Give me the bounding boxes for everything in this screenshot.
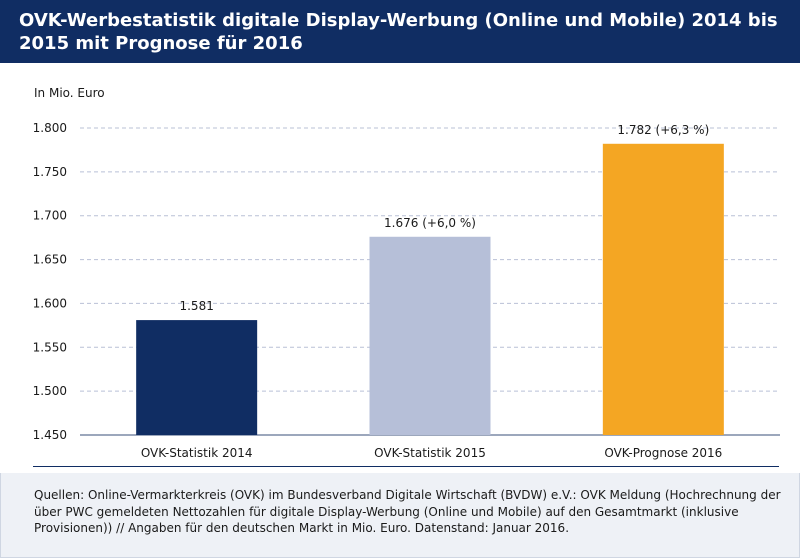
- bar: [602, 143, 724, 435]
- y-tick-label: 1.750: [33, 165, 67, 179]
- data-label: 1.782 (+6,3 %): [617, 123, 709, 137]
- x-tick-label: OVK-Statistik 2014: [141, 446, 253, 460]
- y-tick-label: 1.500: [33, 384, 67, 398]
- bar-chart: 1.450 1.500 1.550 1.600 1.650 1.700 1.750 1.800…: [33, 121, 780, 460]
- source-separator: [33, 466, 779, 467]
- y-tick-label: 1.650: [33, 253, 67, 267]
- y-tick-label: 1.700: [33, 209, 67, 223]
- x-tick-label: OVK-Statistik 2015: [374, 446, 486, 460]
- chart-header: OVK-Werbestatistik digitale Display-Werb…: [0, 0, 800, 63]
- y-tick-label: 1.800: [33, 121, 67, 135]
- data-label: 1.676 (+6,0 %): [384, 216, 476, 230]
- chart-title: OVK-Werbestatistik digitale Display-Werb…: [19, 10, 778, 54]
- data-label: 1.581: [179, 299, 213, 313]
- source-note: Quellen: Online-Vermarkterkreis (OVK) im…: [34, 488, 781, 535]
- y-tick-label: 1.600: [33, 296, 67, 310]
- y-axis-unit-label: In Mio. Euro: [34, 86, 105, 100]
- x-tick-label: OVK-Prognose 2016: [604, 446, 722, 460]
- y-tick-label: 1.550: [33, 340, 67, 354]
- bar: [369, 236, 491, 435]
- y-tick-label: 1.450: [33, 428, 67, 442]
- bar: [136, 320, 258, 435]
